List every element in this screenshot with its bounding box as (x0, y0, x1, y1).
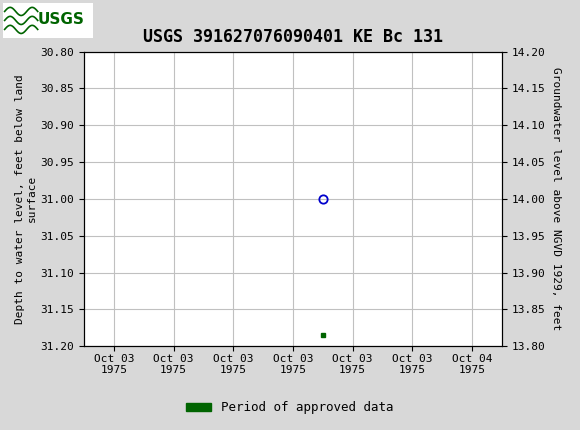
Y-axis label: Depth to water level, feet below land
surface: Depth to water level, feet below land su… (15, 74, 37, 324)
Legend: Period of approved data: Period of approved data (181, 396, 399, 419)
Text: USGS: USGS (38, 12, 84, 27)
Bar (3, 3, 93, 38)
Y-axis label: Groundwater level above NGVD 1929, feet: Groundwater level above NGVD 1929, feet (551, 67, 561, 331)
Title: USGS 391627076090401 KE Bc 131: USGS 391627076090401 KE Bc 131 (143, 28, 443, 46)
